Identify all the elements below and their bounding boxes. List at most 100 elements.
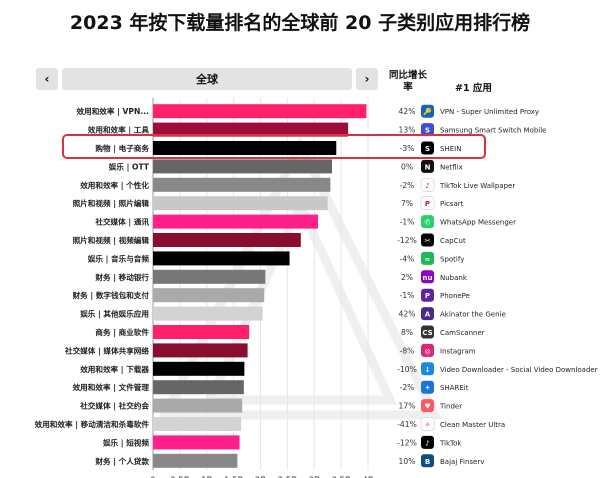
tiktok-wallpaper-icon-glyph: ♪ (425, 182, 429, 190)
phonepe-icon-glyph: P (425, 292, 430, 300)
shein-icon (421, 141, 434, 155)
tiktok-icon-glyph: ♪ (425, 439, 429, 447)
category-label: 社交媒体 | 通讯 (94, 217, 149, 228)
category-label: 娱乐 | 短视频 (103, 437, 149, 448)
samsung-switch-icon-glyph: S (425, 127, 430, 135)
instagram-icon-glyph: ◎ (424, 347, 430, 355)
picsart-icon-glyph: P (425, 200, 430, 208)
category-label: 娱乐 | 音乐与音频 (88, 253, 150, 264)
category-label: 购物 | 电子商务 (95, 143, 149, 154)
top-app-name: Bajaj Finserv (440, 458, 484, 466)
samsung-switch-icon (421, 123, 434, 137)
chevron-left-icon: ‹ (44, 72, 50, 86)
capcut-icon-glyph: ✂ (425, 237, 431, 245)
netflix-icon-glyph: N (425, 163, 431, 171)
category-label: 效用和效率 | 工具 (88, 125, 150, 136)
bar (153, 177, 331, 192)
growth-value: 17% (399, 402, 416, 411)
category-label: 财务 | 个人贷款 (94, 456, 149, 467)
nubank-icon (421, 270, 434, 284)
growth-value: 8% (401, 328, 413, 337)
category-label: 财务 | 移动银行 (94, 272, 149, 283)
top-app-name: Picsart (440, 200, 464, 208)
x-tick-label: 1.5B (224, 476, 244, 478)
phonepe-icon (421, 288, 434, 302)
top-app-column-header: #1 应用 (455, 83, 492, 94)
clean-master-icon (420, 417, 435, 431)
video-downloader-icon (421, 362, 434, 376)
bajaj-finserv-icon-glyph: B (425, 458, 430, 466)
growth-value: 7% (401, 199, 413, 208)
x-tick-label: 3B (309, 476, 320, 478)
growth-value: -2% (400, 383, 415, 392)
category-label: 商务 | 商业软件 (95, 327, 149, 338)
nubank-icon-glyph: nu (423, 274, 433, 282)
shareit-icon-glyph: ✦ (425, 384, 431, 392)
bar (153, 398, 243, 413)
bar (153, 214, 319, 229)
top-app-name: CamScanner (440, 329, 485, 337)
akinator-icon (421, 307, 434, 321)
instagram-icon (421, 343, 434, 357)
category-label: 照片和视频 | 照片编辑 (73, 198, 150, 209)
bar (153, 435, 240, 450)
netflix-icon (421, 159, 434, 173)
bar (153, 159, 332, 174)
growth-value: 10% (399, 457, 416, 466)
prev-region-button[interactable]: ‹ (36, 68, 58, 90)
growth-value: -2% (400, 181, 415, 190)
top-app-name: TikTok (439, 439, 462, 447)
x-tick-label: 0 (150, 476, 155, 478)
growth-value: -10% (397, 365, 417, 374)
growth-value: -1% (400, 218, 415, 227)
top-app-name: Instagram (440, 347, 476, 355)
growth-value: 13% (399, 126, 416, 135)
region-label: 全球 (196, 73, 218, 86)
bar (153, 233, 301, 247)
top-app-name: Tinder (439, 403, 462, 411)
bar (153, 325, 250, 339)
top-app-name: Nubank (440, 274, 468, 282)
top-app-name: SHAREit (440, 384, 469, 392)
bajaj-finserv-icon (421, 454, 434, 468)
category-label: 社交媒体 | 社交约会 (79, 401, 149, 412)
clean-master-icon-glyph: ✧ (425, 421, 431, 429)
top-app-name: SHEIN (440, 145, 461, 153)
top-app-name: WhatsApp Messenger (440, 219, 516, 227)
region-selector[interactable]: 全球 (62, 68, 352, 90)
top-app-name: Clean Master Ultra (440, 421, 505, 429)
growth-value: -4% (400, 254, 415, 263)
tiktok-wallpaper-icon (420, 178, 435, 192)
x-tick-label: 2.5B (278, 476, 298, 478)
bar (153, 361, 245, 376)
spotify-icon (421, 251, 434, 265)
top-app-name: VPN - Super Unlimited Proxy (440, 108, 539, 116)
bar (153, 417, 242, 431)
growth-value: 2% (401, 273, 413, 282)
whatsapp-icon-glyph: ✆ (425, 219, 431, 227)
top-app-name: Samsung Smart Switch Mobile (440, 127, 546, 135)
bar (153, 122, 349, 137)
akinator-icon-glyph: A (425, 311, 431, 319)
bar (153, 141, 337, 155)
top-app-name: Netflix (440, 163, 463, 171)
vpn-key-icon (421, 104, 434, 118)
top-app-name: Akinator the Genie (440, 311, 506, 319)
category-label: 财务 | 数字钱包和支付 (72, 290, 150, 301)
bar (153, 343, 248, 358)
tinder-icon-glyph: ♥ (424, 403, 430, 411)
top-app-name: CapCut (440, 237, 466, 245)
top-app-name: Spotify (440, 255, 464, 263)
chevron-right-icon: › (364, 72, 370, 86)
bar (153, 269, 266, 284)
x-tick-label: 3.5B (331, 476, 351, 478)
category-label: 娱乐 | 其他娱乐应用 (80, 309, 149, 320)
next-region-button[interactable]: › (356, 68, 378, 90)
growth-value: -8% (400, 346, 415, 355)
category-label: 效用和效率 | VPN... (77, 106, 150, 117)
category-label: 娱乐 | OTT (109, 161, 150, 172)
x-tick-label: 0.5B (170, 476, 190, 478)
highlight-box (62, 134, 486, 159)
category-label: 效用和效率 | 文件管理 (73, 382, 150, 393)
